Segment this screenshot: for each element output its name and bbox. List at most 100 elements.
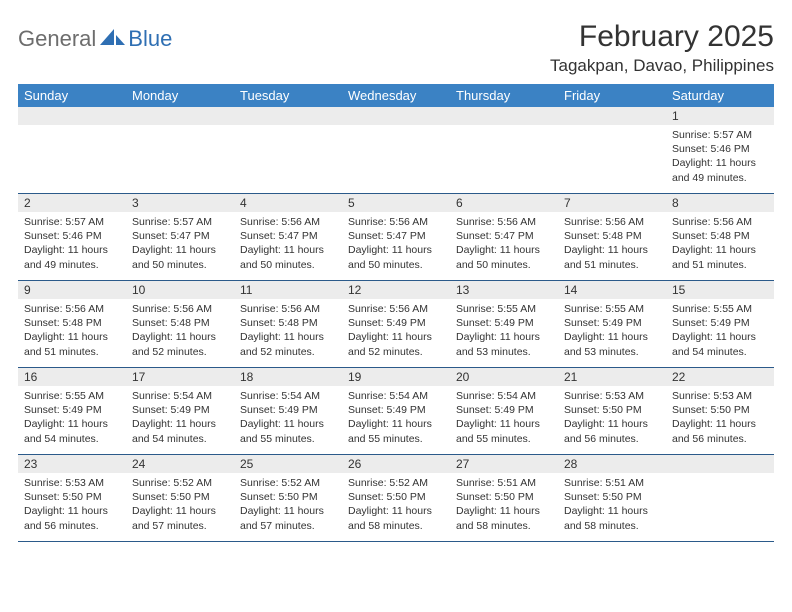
- calendar-header-row: SundayMondayTuesdayWednesdayThursdayFrid…: [18, 84, 774, 107]
- calendar-header-cell: Friday: [558, 84, 666, 107]
- day-number: [18, 107, 126, 125]
- day-details: Sunrise: 5:56 AMSunset: 5:48 PMDaylight:…: [18, 299, 126, 363]
- calendar-cell: 14Sunrise: 5:55 AMSunset: 5:49 PMDayligh…: [558, 281, 666, 367]
- calendar-cell: 1Sunrise: 5:57 AMSunset: 5:46 PMDaylight…: [666, 107, 774, 193]
- calendar-cell: 7Sunrise: 5:56 AMSunset: 5:48 PMDaylight…: [558, 194, 666, 280]
- day-number: 14: [558, 281, 666, 299]
- calendar-row: 9Sunrise: 5:56 AMSunset: 5:48 PMDaylight…: [18, 281, 774, 368]
- day-details: Sunrise: 5:55 AMSunset: 5:49 PMDaylight:…: [558, 299, 666, 363]
- day-number: 3: [126, 194, 234, 212]
- day-number: 24: [126, 455, 234, 473]
- calendar-cell: 9Sunrise: 5:56 AMSunset: 5:48 PMDaylight…: [18, 281, 126, 367]
- calendar-header-cell: Monday: [126, 84, 234, 107]
- day-details: Sunrise: 5:52 AMSunset: 5:50 PMDaylight:…: [342, 473, 450, 537]
- calendar-row: 16Sunrise: 5:55 AMSunset: 5:49 PMDayligh…: [18, 368, 774, 455]
- day-details: Sunrise: 5:56 AMSunset: 5:48 PMDaylight:…: [558, 212, 666, 276]
- day-details: Sunrise: 5:56 AMSunset: 5:48 PMDaylight:…: [126, 299, 234, 363]
- day-number: [666, 455, 774, 473]
- day-number: 21: [558, 368, 666, 386]
- calendar-header-cell: Saturday: [666, 84, 774, 107]
- day-details: Sunrise: 5:57 AMSunset: 5:46 PMDaylight:…: [18, 212, 126, 276]
- calendar-cell: 19Sunrise: 5:54 AMSunset: 5:49 PMDayligh…: [342, 368, 450, 454]
- logo-text-general: General: [18, 26, 96, 52]
- page-header: General Blue February 2025 Tagakpan, Dav…: [18, 20, 774, 76]
- day-details: Sunrise: 5:56 AMSunset: 5:47 PMDaylight:…: [234, 212, 342, 276]
- day-number: 12: [342, 281, 450, 299]
- day-number: 19: [342, 368, 450, 386]
- day-details: Sunrise: 5:54 AMSunset: 5:49 PMDaylight:…: [342, 386, 450, 450]
- day-number: 5: [342, 194, 450, 212]
- day-details: Sunrise: 5:53 AMSunset: 5:50 PMDaylight:…: [666, 386, 774, 450]
- calendar-cell: 23Sunrise: 5:53 AMSunset: 5:50 PMDayligh…: [18, 455, 126, 541]
- day-number: 20: [450, 368, 558, 386]
- calendar-cell: 21Sunrise: 5:53 AMSunset: 5:50 PMDayligh…: [558, 368, 666, 454]
- calendar-cell: [558, 107, 666, 193]
- day-number: [558, 107, 666, 125]
- day-details: Sunrise: 5:53 AMSunset: 5:50 PMDaylight:…: [18, 473, 126, 537]
- calendar: SundayMondayTuesdayWednesdayThursdayFrid…: [18, 84, 774, 542]
- calendar-cell: 11Sunrise: 5:56 AMSunset: 5:48 PMDayligh…: [234, 281, 342, 367]
- calendar-cell: 15Sunrise: 5:55 AMSunset: 5:49 PMDayligh…: [666, 281, 774, 367]
- day-details: Sunrise: 5:51 AMSunset: 5:50 PMDaylight:…: [558, 473, 666, 537]
- location-subtitle: Tagakpan, Davao, Philippines: [550, 56, 774, 76]
- calendar-row: 23Sunrise: 5:53 AMSunset: 5:50 PMDayligh…: [18, 455, 774, 542]
- calendar-cell: 20Sunrise: 5:54 AMSunset: 5:49 PMDayligh…: [450, 368, 558, 454]
- calendar-cell: 12Sunrise: 5:56 AMSunset: 5:49 PMDayligh…: [342, 281, 450, 367]
- day-number: [234, 107, 342, 125]
- calendar-body: 1 Sunrise: 5:57 AMSunset: 5:46 PMDaylight…: [18, 107, 774, 542]
- calendar-row: 2Sunrise: 5:57 AMSunset: 5:46 PMDaylight…: [18, 194, 774, 281]
- day-number: 1: [666, 107, 774, 125]
- day-number: 9: [18, 281, 126, 299]
- day-number: [342, 107, 450, 125]
- calendar-cell: [126, 107, 234, 193]
- day-details: Sunrise: 5:55 AMSunset: 5:49 PMDaylight:…: [450, 299, 558, 363]
- day-details: Sunrise: 5:54 AMSunset: 5:49 PMDaylight:…: [450, 386, 558, 450]
- calendar-page: General Blue February 2025 Tagakpan, Dav…: [0, 0, 792, 550]
- day-details: Sunrise: 5:56 AMSunset: 5:47 PMDaylight:…: [342, 212, 450, 276]
- day-details: Sunrise: 5:52 AMSunset: 5:50 PMDaylight:…: [234, 473, 342, 537]
- day-number: 17: [126, 368, 234, 386]
- calendar-header-cell: Sunday: [18, 84, 126, 107]
- day-number: 23: [18, 455, 126, 473]
- logo-sail-icon: [100, 27, 126, 52]
- calendar-cell: 24Sunrise: 5:52 AMSunset: 5:50 PMDayligh…: [126, 455, 234, 541]
- day-number: 2: [18, 194, 126, 212]
- calendar-cell: [666, 455, 774, 541]
- calendar-cell: 6Sunrise: 5:56 AMSunset: 5:47 PMDaylight…: [450, 194, 558, 280]
- calendar-cell: [342, 107, 450, 193]
- calendar-header-cell: Tuesday: [234, 84, 342, 107]
- calendar-header-cell: Wednesday: [342, 84, 450, 107]
- day-details: Sunrise: 5:55 AMSunset: 5:49 PMDaylight:…: [18, 386, 126, 450]
- logo-text-blue: Blue: [128, 26, 172, 52]
- day-number: 22: [666, 368, 774, 386]
- day-details: Sunrise: 5:56 AMSunset: 5:48 PMDaylight:…: [234, 299, 342, 363]
- calendar-cell: 25Sunrise: 5:52 AMSunset: 5:50 PMDayligh…: [234, 455, 342, 541]
- calendar-cell: [450, 107, 558, 193]
- day-number: [126, 107, 234, 125]
- calendar-cell: 18Sunrise: 5:54 AMSunset: 5:49 PMDayligh…: [234, 368, 342, 454]
- day-details: Sunrise: 5:56 AMSunset: 5:48 PMDaylight:…: [666, 212, 774, 276]
- calendar-cell: 13Sunrise: 5:55 AMSunset: 5:49 PMDayligh…: [450, 281, 558, 367]
- day-details: Sunrise: 5:55 AMSunset: 5:49 PMDaylight:…: [666, 299, 774, 363]
- day-details: Sunrise: 5:51 AMSunset: 5:50 PMDaylight:…: [450, 473, 558, 537]
- calendar-cell: 26Sunrise: 5:52 AMSunset: 5:50 PMDayligh…: [342, 455, 450, 541]
- calendar-cell: 3Sunrise: 5:57 AMSunset: 5:47 PMDaylight…: [126, 194, 234, 280]
- calendar-cell: 22Sunrise: 5:53 AMSunset: 5:50 PMDayligh…: [666, 368, 774, 454]
- day-number: 11: [234, 281, 342, 299]
- calendar-cell: 8Sunrise: 5:56 AMSunset: 5:48 PMDaylight…: [666, 194, 774, 280]
- calendar-row: 1Sunrise: 5:57 AMSunset: 5:46 PMDaylight…: [18, 107, 774, 194]
- day-details: Sunrise: 5:52 AMSunset: 5:50 PMDaylight:…: [126, 473, 234, 537]
- day-details: Sunrise: 5:54 AMSunset: 5:49 PMDaylight:…: [126, 386, 234, 450]
- day-number: 25: [234, 455, 342, 473]
- day-number: 10: [126, 281, 234, 299]
- day-number: 4: [234, 194, 342, 212]
- day-number: 28: [558, 455, 666, 473]
- day-number: 13: [450, 281, 558, 299]
- day-details: Sunrise: 5:57 AMSunset: 5:47 PMDaylight:…: [126, 212, 234, 276]
- day-number: 27: [450, 455, 558, 473]
- calendar-cell: 4Sunrise: 5:56 AMSunset: 5:47 PMDaylight…: [234, 194, 342, 280]
- calendar-cell: 16Sunrise: 5:55 AMSunset: 5:49 PMDayligh…: [18, 368, 126, 454]
- day-number: [450, 107, 558, 125]
- day-number: 6: [450, 194, 558, 212]
- day-details: Sunrise: 5:54 AMSunset: 5:49 PMDaylight:…: [234, 386, 342, 450]
